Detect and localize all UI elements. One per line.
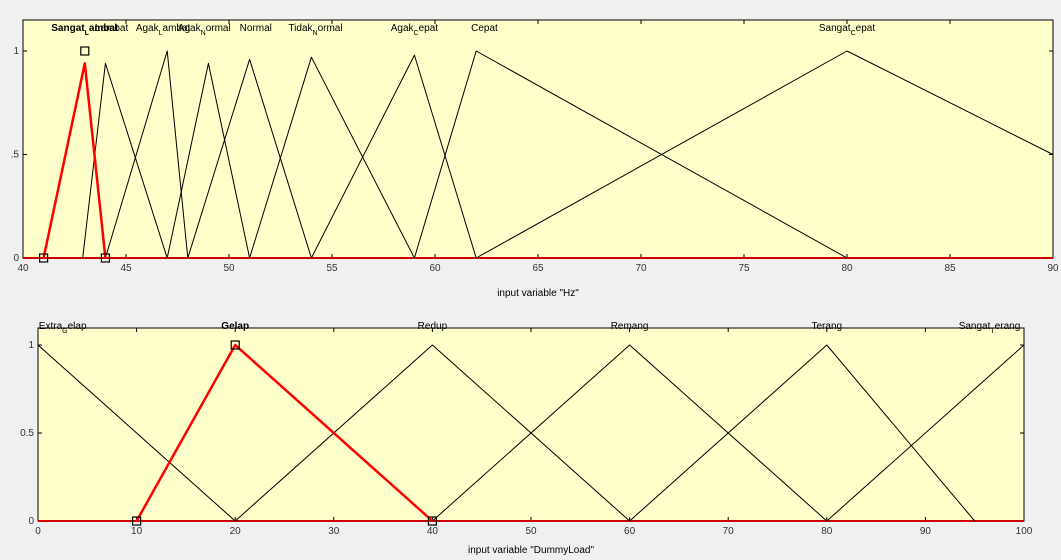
x-tick-label: 80	[841, 263, 853, 274]
vertex-marker[interactable]	[80, 46, 90, 56]
mf-line-agak-lambat	[104, 50, 189, 259]
mf-label: Remang	[611, 321, 649, 332]
mf-line-agak-normal	[166, 62, 251, 259]
mf-label: SangatCepat	[819, 23, 875, 37]
mf-label: AgakCepat	[391, 23, 439, 37]
x-tick-label: 45	[120, 263, 132, 274]
mf-label: SangatTerang	[959, 321, 1021, 335]
x-tick-label: 20	[230, 526, 242, 537]
mf-line-agak-cepat	[310, 54, 477, 259]
x-tick-label: 10	[131, 526, 143, 537]
x-axis-title: input variable "Hz"	[497, 288, 579, 299]
mf-label: Normal	[240, 23, 272, 34]
y-tick-label: .5	[11, 150, 20, 161]
y-tick-label: 0	[13, 253, 19, 264]
mf-label: Redup	[418, 321, 448, 332]
vertex-marker[interactable]	[132, 516, 142, 526]
x-tick-label: 50	[525, 526, 537, 537]
x-tick-label: 60	[624, 526, 636, 537]
mf-label: TidakNormal	[288, 23, 342, 37]
mf-label: Cepat	[471, 23, 498, 34]
x-tick-label: 90	[1047, 263, 1059, 274]
x-axis-title: input variable "DummyLoad"	[468, 545, 595, 556]
mf-line-terang	[629, 344, 976, 522]
x-tick-label: 0	[35, 526, 41, 537]
vertex-marker[interactable]	[230, 340, 240, 350]
mf-label: ExtraGelap	[39, 321, 87, 335]
mf-label: AgakNormal	[178, 23, 231, 37]
mf-line-tidak-normal	[249, 56, 415, 259]
mf-line-redup	[234, 344, 630, 522]
plot-area	[22, 19, 1054, 259]
mf-label: Lambat	[95, 23, 129, 34]
mf-line-gelap	[135, 343, 434, 522]
x-tick-label: 70	[635, 263, 647, 274]
x-tick-label: 80	[821, 526, 833, 537]
mf-line-sangat-cepat	[475, 50, 1054, 259]
vertex-marker[interactable]	[38, 253, 49, 263]
x-tick-label: 40	[427, 526, 439, 537]
x-tick-label: 100	[1016, 526, 1033, 537]
mf-label: SangatLambat	[51, 23, 119, 37]
mf-line-remang	[432, 344, 828, 522]
x-tick-label: 55	[326, 263, 338, 274]
mf-line-sangat-terang	[826, 344, 1025, 522]
x-tick-label: 50	[223, 263, 235, 274]
x-tick-label: 30	[328, 526, 340, 537]
x-tick-label: 70	[723, 526, 735, 537]
mf-line-cepat	[413, 50, 848, 259]
mf-line-lambat	[82, 62, 168, 259]
mf-label: Terang	[812, 321, 843, 332]
y-tick-label: 1	[28, 340, 34, 351]
y-tick-label: 0	[28, 516, 34, 527]
plot-area	[37, 327, 1025, 522]
x-tick-label: 40	[17, 263, 29, 274]
mf-line-normal	[187, 58, 312, 259]
x-tick-label: 60	[429, 263, 441, 274]
mf-line-sangat-lambat	[42, 62, 107, 259]
hz-chart: 40 45 50 55 60 65 70 75 80 85 90 0 .5 1 SangatLambatLa…	[0, 8, 1061, 300]
vertex-marker[interactable]	[100, 253, 111, 263]
x-tick-label: 85	[944, 263, 956, 274]
mf-label: AgakLambat	[136, 23, 191, 37]
x-tick-label: 75	[738, 263, 750, 274]
y-tick-label: 1	[13, 46, 19, 57]
mf-line-extra-gelap	[37, 344, 236, 522]
vertex-marker[interactable]	[427, 516, 437, 526]
dummyload-chart: 0 10 20 30 40 50 60 70 80 90 100 0 0.5 1 ExtraGelap Gel…	[0, 316, 1061, 558]
x-tick-label: 65	[532, 263, 544, 274]
x-tick-label: 90	[920, 526, 932, 537]
mf-label: Gelap	[221, 321, 249, 332]
y-tick-label: 0.5	[20, 428, 34, 439]
